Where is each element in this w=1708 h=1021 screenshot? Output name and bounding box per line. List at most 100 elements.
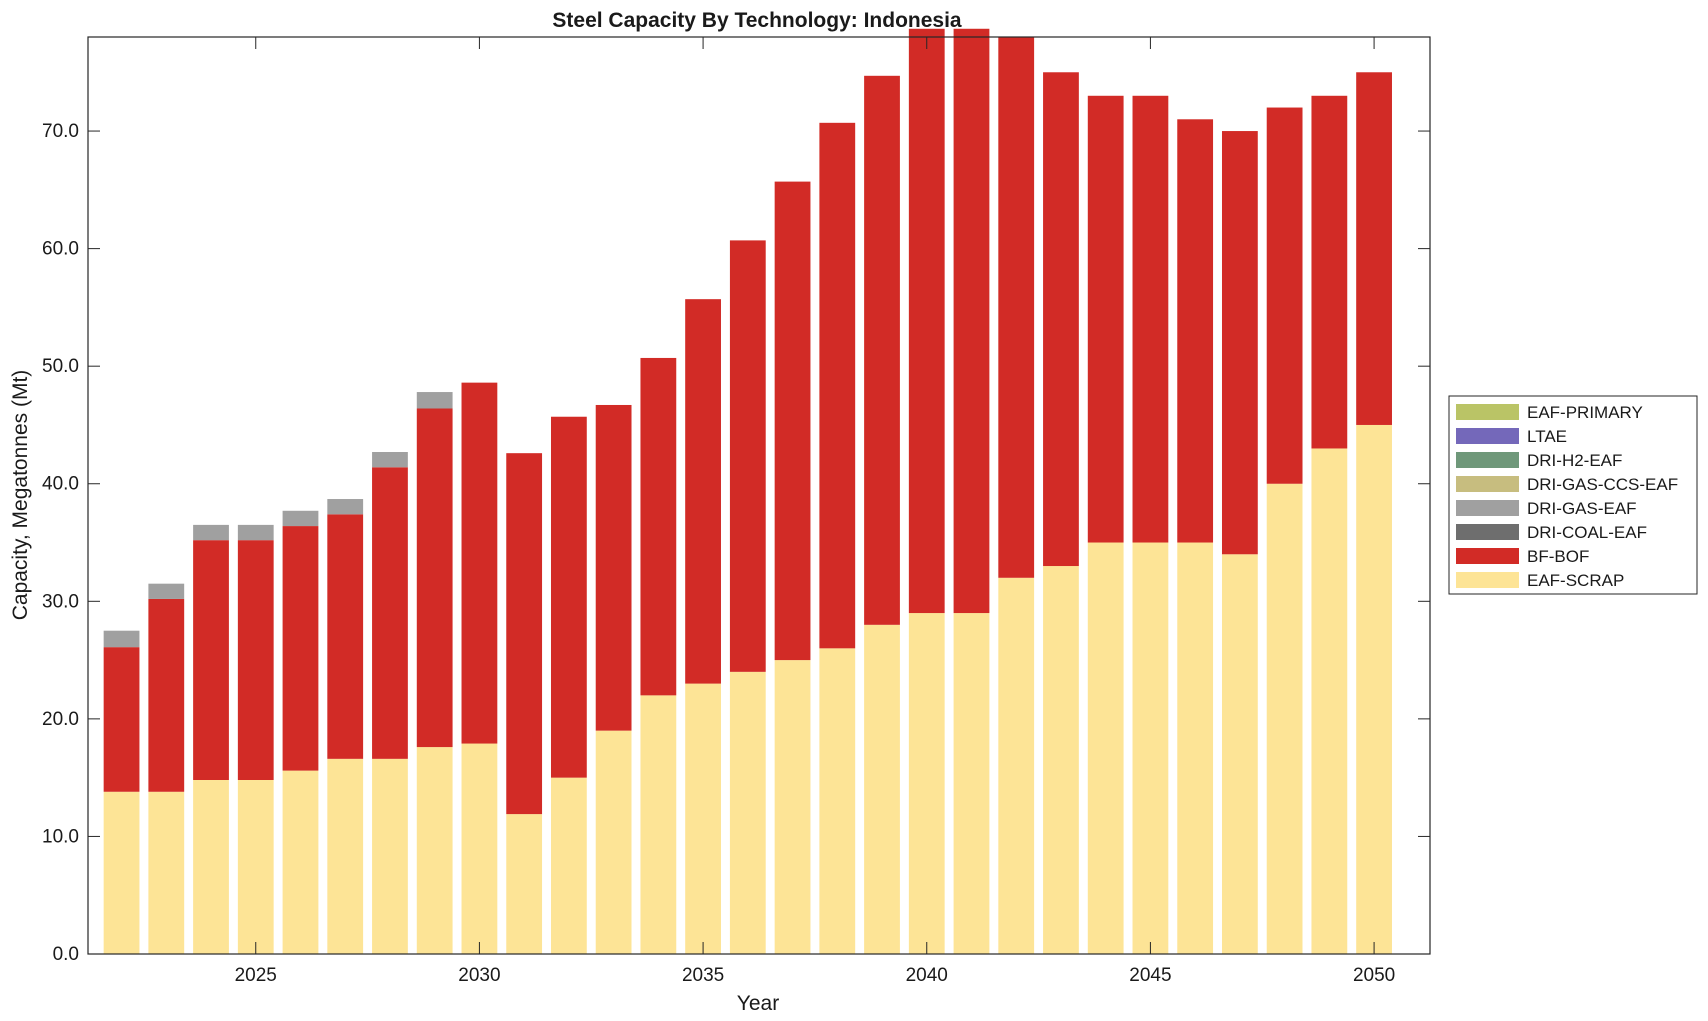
bar-eaf-scrap-2034	[640, 695, 677, 954]
bar-eaf-scrap-2045	[1132, 542, 1169, 954]
bar-bf-bof-2048	[1266, 107, 1303, 484]
bar-eaf-scrap-2029	[416, 747, 453, 954]
bar-eaf-scrap-2044	[1087, 542, 1124, 954]
bar-eaf-scrap-2036	[729, 671, 766, 954]
bar-eaf-scrap-2039	[864, 624, 900, 954]
bar-eaf-scrap-2040	[908, 613, 945, 954]
x-tick-label: 2045	[1129, 965, 1171, 986]
bar-bf-bof-2038	[819, 122, 856, 649]
y-axis-label: Capacity, Megatonnes (Mt)	[9, 370, 32, 621]
bar-bf-bof-2046	[1177, 119, 1214, 543]
bar-bf-bof-2047	[1221, 131, 1258, 555]
bar-eaf-scrap-2043	[1043, 566, 1079, 954]
bar-bf-bof-2044	[1087, 95, 1124, 543]
legend-label-dri-gas-ccs-eaf: DRI-GAS-CCS-EAF	[1527, 475, 1678, 494]
bar-eaf-scrap-2041	[953, 613, 990, 954]
chart-title: Steel Capacity By Technology: Indonesia	[552, 9, 962, 32]
y-tick-label: 10.0	[42, 826, 79, 847]
bar-eaf-scrap-2047	[1221, 554, 1258, 954]
x-tick-label: 2035	[682, 965, 724, 986]
bar-dri-gas-eaf-2022	[103, 630, 140, 648]
bar-eaf-scrap-2049	[1311, 448, 1348, 954]
legend-swatch-ltae	[1456, 428, 1519, 444]
y-tick-label: 70.0	[42, 121, 79, 142]
bar-eaf-scrap-2046	[1177, 542, 1214, 954]
x-tick-label: 2040	[906, 965, 948, 986]
legend-label-dri-gas-eaf: DRI-GAS-EAF	[1527, 499, 1637, 518]
legend: EAF-PRIMARY LTAE DRI-H2-EAF DRI-GAS-CCS-EAF…	[1448, 395, 1698, 595]
bar-eaf-scrap-2033	[595, 730, 632, 954]
legend-label-dri-coal-eaf: DRI-COAL-EAF	[1527, 523, 1647, 542]
legend-label-eaf-primary: EAF-PRIMARY	[1527, 403, 1643, 422]
y-tick-label: 30.0	[42, 591, 79, 612]
bar-eaf-scrap-2031	[506, 814, 543, 954]
legend-label-eaf-scrap: EAF-SCRAP	[1527, 571, 1624, 590]
legend-label-ltae: LTAE	[1527, 427, 1567, 446]
bar-eaf-scrap-2050	[1356, 424, 1392, 955]
bar-bf-bof-2039	[864, 75, 900, 625]
x-axis-label: Year	[737, 992, 779, 1015]
bar-eaf-scrap-2038	[819, 648, 856, 954]
bar-bf-bof-2029	[416, 408, 453, 748]
bar-bf-bof-2050	[1356, 72, 1392, 425]
bar-bf-bof-2027	[327, 514, 364, 759]
bar-eaf-scrap-2027	[327, 758, 364, 954]
bar-bf-bof-2023	[148, 598, 185, 792]
bar-bf-bof-2028	[372, 467, 408, 759]
legend-swatch-dri-coal-eaf	[1456, 524, 1519, 540]
bar-bf-bof-2036	[729, 240, 766, 672]
bar-bf-bof-2032	[550, 416, 587, 778]
bar-dri-gas-eaf-2027	[327, 499, 364, 515]
y-tick-label: 50.0	[42, 356, 79, 377]
x-tick-label: 2030	[458, 965, 500, 986]
bar-eaf-scrap-2032	[550, 777, 587, 954]
bar-eaf-scrap-2037	[774, 660, 811, 954]
bar-dri-gas-eaf-2025	[237, 524, 274, 541]
y-tick-label: 60.0	[42, 239, 79, 260]
bar-bf-bof-2049	[1311, 95, 1348, 449]
bar-eaf-scrap-2026	[282, 770, 319, 954]
bar-eaf-scrap-2022	[103, 791, 140, 954]
bar-bf-bof-2040	[908, 28, 945, 614]
bar-bf-bof-2035	[685, 299, 721, 684]
bar-bf-bof-2042	[998, 37, 1035, 578]
bar-bf-bof-2030	[461, 382, 498, 744]
bar-bf-bof-2037	[774, 181, 811, 661]
bar-bf-bof-2033	[595, 404, 632, 731]
legend-swatch-dri-gas-ccs-eaf	[1456, 476, 1519, 492]
bar-bf-bof-2022	[103, 647, 140, 792]
bar-dri-gas-eaf-2023	[148, 583, 185, 599]
bar-eaf-scrap-2042	[998, 577, 1035, 954]
x-axis: 2025 2030 2035 2040 2045 2050	[235, 37, 1395, 986]
bar-eaf-scrap-2030	[461, 743, 498, 954]
bar-bf-bof-2025	[237, 540, 274, 780]
bar-eaf-scrap-2035	[685, 683, 721, 954]
legend-swatch-bf-bof	[1456, 548, 1519, 564]
bar-eaf-scrap-2025	[237, 780, 274, 954]
legend-label-bf-bof: BF-BOF	[1527, 547, 1589, 566]
bar-bf-bof-2041	[953, 28, 990, 614]
bar-eaf-scrap-2028	[372, 758, 408, 954]
bar-eaf-scrap-2024	[193, 780, 229, 954]
bar-bf-bof-2024	[193, 540, 229, 780]
bar-dri-gas-eaf-2026	[282, 510, 319, 527]
plot-frame	[87, 36, 1431, 955]
bar-bf-bof-2034	[640, 357, 677, 696]
bar-bf-bof-2045	[1132, 95, 1169, 543]
bar-dri-gas-eaf-2024	[193, 524, 229, 541]
legend-swatch-dri-h2-eaf	[1456, 452, 1519, 468]
bar-dri-gas-eaf-2029	[416, 392, 453, 409]
y-tick-label: 40.0	[42, 474, 79, 495]
x-tick-label: 2050	[1353, 965, 1395, 986]
legend-swatch-eaf-primary	[1456, 404, 1519, 420]
bar-dri-gas-eaf-2028	[372, 452, 408, 468]
legend-swatch-dri-gas-eaf	[1456, 500, 1519, 516]
y-tick-label: 0.0	[53, 944, 79, 965]
bar-bf-bof-2031	[506, 453, 543, 815]
bar-bf-bof-2043	[1043, 72, 1079, 567]
legend-swatch-eaf-scrap	[1456, 572, 1519, 588]
bar-eaf-scrap-2048	[1266, 483, 1303, 954]
legend-label-dri-h2-eaf: DRI-H2-EAF	[1527, 451, 1622, 470]
y-axis: 0.0 10.0 20.0 30.0 40.0 50.0 60.0 70.0	[42, 121, 1430, 965]
y-tick-label: 20.0	[42, 709, 79, 730]
